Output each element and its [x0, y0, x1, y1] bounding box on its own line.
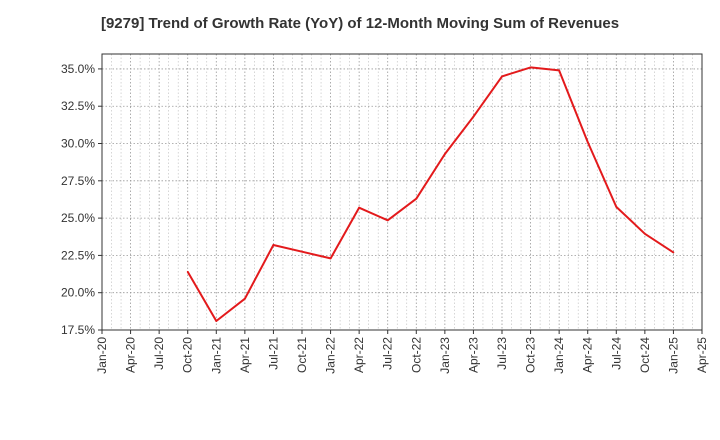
x-tick-label: Jan-25 — [666, 337, 680, 374]
x-tick-label: Jul-23 — [495, 337, 509, 370]
data-point — [529, 66, 532, 69]
y-tick-label: 20.0% — [61, 286, 95, 300]
x-tick-label: Oct-20 — [181, 337, 195, 373]
x-tick-label: Jul-22 — [381, 337, 395, 370]
x-tick-label: Jul-24 — [609, 337, 623, 370]
x-tick-label: Jan-24 — [552, 337, 566, 374]
data-point — [329, 257, 332, 260]
data-point — [415, 197, 418, 200]
data-point — [186, 270, 189, 273]
x-tick-label: Jan-23 — [438, 337, 452, 374]
data-point — [558, 69, 561, 72]
y-tick-label: 22.5% — [61, 248, 95, 262]
x-tick-label: Jan-22 — [324, 337, 338, 374]
data-point — [472, 115, 475, 118]
x-tick-label: Apr-23 — [466, 337, 480, 373]
data-point — [272, 244, 275, 246]
data-point — [615, 206, 618, 208]
x-tick-label: Oct-21 — [295, 337, 309, 373]
x-tick-label: Oct-23 — [524, 337, 538, 373]
x-tick-label: Apr-21 — [238, 337, 252, 373]
x-tick-label: Oct-24 — [638, 337, 652, 373]
x-tick-label: Jan-21 — [209, 337, 223, 374]
data-point — [301, 250, 303, 253]
y-tick-label: 35.0% — [61, 62, 95, 76]
x-tick-label: Jul-21 — [266, 337, 280, 370]
series-line — [186, 66, 674, 322]
data-point — [386, 219, 389, 222]
data-point — [586, 141, 589, 143]
y-tick-label: 30.0% — [61, 137, 95, 151]
data-point — [643, 232, 646, 235]
x-tick-label: Apr-25 — [695, 337, 709, 373]
data-point — [443, 153, 446, 155]
x-tick-label: Apr-20 — [124, 337, 138, 373]
data-point — [358, 206, 361, 209]
x-tick-label: Apr-22 — [352, 337, 366, 373]
y-tick-label: 27.5% — [61, 174, 95, 188]
x-tick-label: Oct-22 — [409, 337, 423, 373]
y-tick-label: 32.5% — [61, 99, 95, 113]
x-tick-label: Jul-20 — [152, 337, 166, 370]
data-point — [243, 297, 246, 300]
y-tick-label: 17.5% — [61, 323, 95, 337]
data-point — [501, 75, 503, 78]
data-point — [672, 251, 675, 254]
x-tick-label: Apr-24 — [581, 337, 595, 373]
plot-frame — [101, 53, 703, 331]
x-tick-label: Jan-20 — [95, 337, 109, 374]
y-tick-label: 25.0% — [61, 211, 95, 225]
chart-title: [9279] Trend of Growth Rate (YoY) of 12-… — [100, 15, 620, 32]
data-point — [215, 320, 218, 322]
